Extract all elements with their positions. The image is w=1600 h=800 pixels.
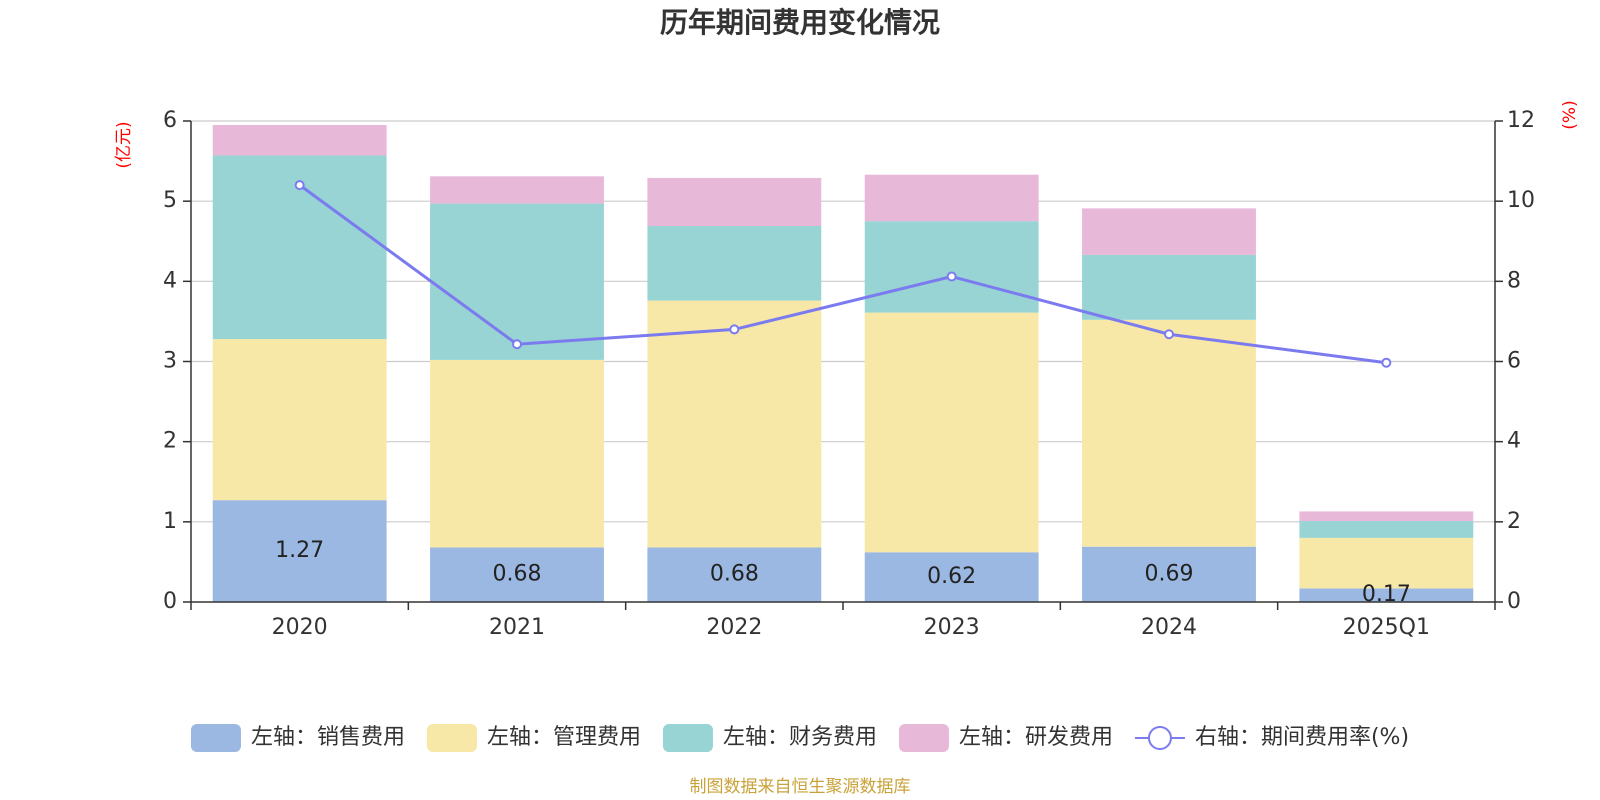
left-tick-label: 3 xyxy=(163,349,177,374)
legend-line-marker xyxy=(1147,726,1172,750)
chart-title: 历年期间费用变化情况 xyxy=(660,6,940,39)
rate-point-2022 xyxy=(729,324,740,335)
legend: 左轴：销售费用 左轴：管理费用 左轴：财务费用 左轴：研发费用 右轴：期间费用率(%) xyxy=(190,724,1409,752)
bar-3-2021 xyxy=(430,203,604,360)
bar-2-2025Q1 xyxy=(1299,537,1474,589)
bar-4-2023 xyxy=(864,174,1039,222)
bar-3-2024 xyxy=(1082,254,1256,320)
bar-4-2021 xyxy=(430,176,604,204)
bar-value-label: 0.69 xyxy=(1145,561,1194,586)
x-tick-label: 2023 xyxy=(924,615,980,640)
right-tick-label: 8 xyxy=(1507,268,1521,293)
bar-value-label: 1.27 xyxy=(275,538,324,563)
legend-label-3: 左轴：财务费用 xyxy=(723,725,877,750)
bar-2-2024 xyxy=(1082,319,1256,547)
right-axis-unit: (%) xyxy=(1560,100,1580,129)
bar-value-label: 0.68 xyxy=(493,562,542,587)
rate-line xyxy=(294,180,1392,368)
left-tick-label: 2 xyxy=(163,429,177,454)
rate-point-2020 xyxy=(294,180,305,191)
rate-point-2025Q1 xyxy=(1381,357,1392,368)
legend-label-4: 左轴：研发费用 xyxy=(959,725,1113,750)
bar-1-2023 xyxy=(864,552,1039,602)
legend-swatch-2 xyxy=(426,724,477,752)
right-tick-label: 2 xyxy=(1507,509,1521,534)
rate-line-path xyxy=(298,183,1387,365)
legend-label-2: 左轴：管理费用 xyxy=(487,725,641,750)
right-tick-label: 10 xyxy=(1507,188,1535,213)
bar-4-2022 xyxy=(647,177,822,227)
bar-3-2023 xyxy=(864,221,1039,313)
bar-1-2025Q1 xyxy=(1299,588,1474,602)
bar-3-2025Q1 xyxy=(1299,521,1474,538)
bar-4-2020 xyxy=(212,125,387,156)
x-tick-label: 2020 xyxy=(272,615,328,640)
bar-2-2022 xyxy=(647,300,822,548)
bars xyxy=(212,125,1474,602)
bar-2-2023 xyxy=(864,312,1039,553)
legend-label-1: 左轴：销售费用 xyxy=(251,725,405,750)
legend-label-5: 右轴：期间费用率(%) xyxy=(1195,725,1409,750)
x-tick-label: 2021 xyxy=(489,615,545,640)
rate-point-2024 xyxy=(1164,329,1174,340)
bar-value-label: 0.17 xyxy=(1362,582,1411,607)
source-note: 制图数据来自恒生聚源数据库 xyxy=(690,777,911,797)
rate-point-2023 xyxy=(946,271,957,282)
left-tick-label: 0 xyxy=(163,589,177,614)
bar-1-2020 xyxy=(212,500,387,602)
bar-4-2025Q1 xyxy=(1299,511,1474,522)
right-tick-label: 6 xyxy=(1507,349,1521,374)
bar-2-2020 xyxy=(212,339,387,501)
legend-swatch-1 xyxy=(190,724,241,752)
bar-1-2022 xyxy=(647,547,822,602)
right-tick-label: 12 xyxy=(1507,108,1535,133)
left-tick-label: 4 xyxy=(163,268,177,293)
left-axis-unit: (亿元) xyxy=(114,121,134,168)
bar-3-2022 xyxy=(647,226,822,301)
rate-point-2021 xyxy=(512,339,522,350)
x-tick-label: 2025Q1 xyxy=(1343,615,1430,640)
grid xyxy=(191,120,1495,523)
legend-swatch-3 xyxy=(662,724,713,752)
bar-2-2021 xyxy=(430,359,604,548)
bar-4-2024 xyxy=(1082,208,1256,255)
bar-1-2024 xyxy=(1082,546,1256,602)
left-tick-label: 5 xyxy=(163,188,177,213)
right-tick-label: 0 xyxy=(1507,589,1521,614)
left-tick-label: 1 xyxy=(163,509,177,534)
right-tick-label: 4 xyxy=(1507,429,1521,454)
bar-value-label: 0.68 xyxy=(710,562,759,587)
x-tick-label: 2024 xyxy=(1141,615,1197,640)
bar-1-2021 xyxy=(430,547,604,602)
bar-labels: 1.27 0.68 0.68 0.62 0.69 0.17 xyxy=(275,538,1411,607)
left-tick-label: 6 xyxy=(163,108,177,133)
bar-value-label: 0.62 xyxy=(927,564,976,589)
x-tick-label: 2022 xyxy=(706,615,762,640)
legend-swatch-4 xyxy=(898,724,949,752)
